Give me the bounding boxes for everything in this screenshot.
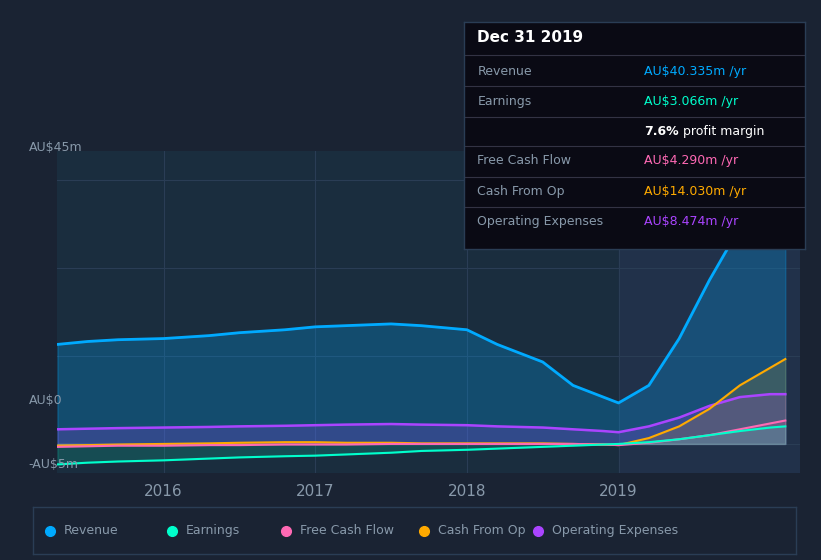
Text: AU$4.290m /yr: AU$4.290m /yr	[644, 154, 739, 167]
Text: Earnings: Earnings	[186, 524, 240, 537]
Text: Cash From Op: Cash From Op	[438, 524, 525, 537]
Text: AU$0: AU$0	[29, 394, 62, 407]
Text: Revenue: Revenue	[63, 524, 118, 537]
Text: Revenue: Revenue	[478, 64, 532, 78]
Text: -AU$5m: -AU$5m	[29, 458, 79, 472]
Bar	[618, 151, 800, 473]
Text: Cash From Op: Cash From Op	[478, 185, 565, 198]
Text: AU$40.335m /yr: AU$40.335m /yr	[644, 64, 746, 78]
Text: Free Cash Flow: Free Cash Flow	[300, 524, 394, 537]
Text: Dec 31 2019: Dec 31 2019	[478, 30, 584, 45]
Text: Free Cash Flow: Free Cash Flow	[478, 154, 571, 167]
Text: profit margin: profit margin	[678, 125, 764, 138]
Text: Operating Expenses: Operating Expenses	[552, 524, 678, 537]
Text: AU$3.066m /yr: AU$3.066m /yr	[644, 95, 739, 108]
Text: 7.6%: 7.6%	[644, 125, 679, 138]
Text: AU$45m: AU$45m	[29, 141, 82, 154]
Text: AU$14.030m /yr: AU$14.030m /yr	[644, 185, 746, 198]
Text: Operating Expenses: Operating Expenses	[478, 216, 603, 228]
Text: AU$8.474m /yr: AU$8.474m /yr	[644, 216, 739, 228]
Text: Earnings: Earnings	[478, 95, 532, 108]
